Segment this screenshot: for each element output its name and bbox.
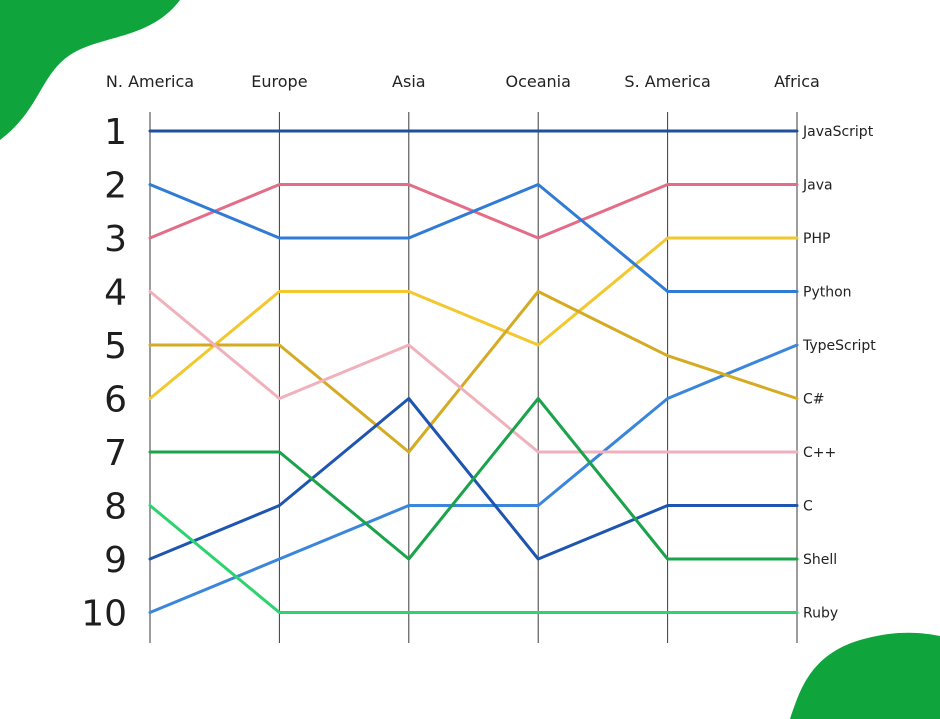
region-label-2: Asia: [392, 72, 426, 91]
rank-label-8: 8: [104, 487, 127, 528]
rank-label-6: 6: [104, 380, 127, 421]
language-label-ruby: Ruby: [803, 606, 838, 622]
language-label-javascript: JavaScript: [802, 124, 874, 140]
series-line-c-[interactable]: [148, 290, 799, 454]
language-label-typescript: TypeScript: [802, 338, 876, 354]
region-label-3: Oceania: [505, 72, 570, 91]
series-line-ruby[interactable]: [148, 504, 799, 614]
rank-label-9: 9: [104, 540, 127, 581]
series-line-shell[interactable]: [148, 397, 799, 561]
decorative-blob-top-left: [0, 0, 180, 140]
language-label-c: C: [803, 499, 813, 515]
language-labels: JavaScript Java PHP Python TypeScript C# C++ C S…: [802, 124, 876, 622]
rank-label-3: 3: [104, 219, 127, 260]
series-line-typescript[interactable]: [148, 343, 799, 614]
vertical-gridlines: [149, 112, 798, 643]
region-labels: N. America Europe Asia Oceania S. America Afr…: [106, 72, 820, 91]
series-line-python[interactable]: [148, 183, 799, 293]
rank-label-10: 10: [81, 594, 127, 635]
rank-label-7: 7: [104, 433, 127, 474]
language-label-shell: Shell: [803, 552, 837, 568]
rank-label-1: 1: [104, 112, 127, 153]
rank-label-2: 2: [104, 166, 127, 207]
rank-label-5: 5: [104, 326, 127, 367]
language-label-php: PHP: [803, 231, 830, 247]
language-label-java: Java: [802, 178, 833, 194]
region-label-4: S. America: [624, 72, 710, 91]
language-label-python: Python: [803, 285, 852, 301]
series-line-c-[interactable]: [148, 290, 799, 454]
rank-label-4: 4: [104, 273, 127, 314]
decorative-blob-bottom-right: [790, 632, 940, 719]
language-label-c-: C++: [803, 445, 836, 461]
series-lines: [148, 129, 799, 614]
series-line-php[interactable]: [148, 236, 799, 400]
language-label-c-: C#: [803, 392, 825, 408]
region-label-5: Africa: [774, 72, 820, 91]
region-label-1: Europe: [251, 72, 307, 91]
rank-labels: 1 2 3 4 5 6 7 8 9 10: [81, 112, 127, 635]
region-label-0: N. America: [106, 72, 194, 91]
